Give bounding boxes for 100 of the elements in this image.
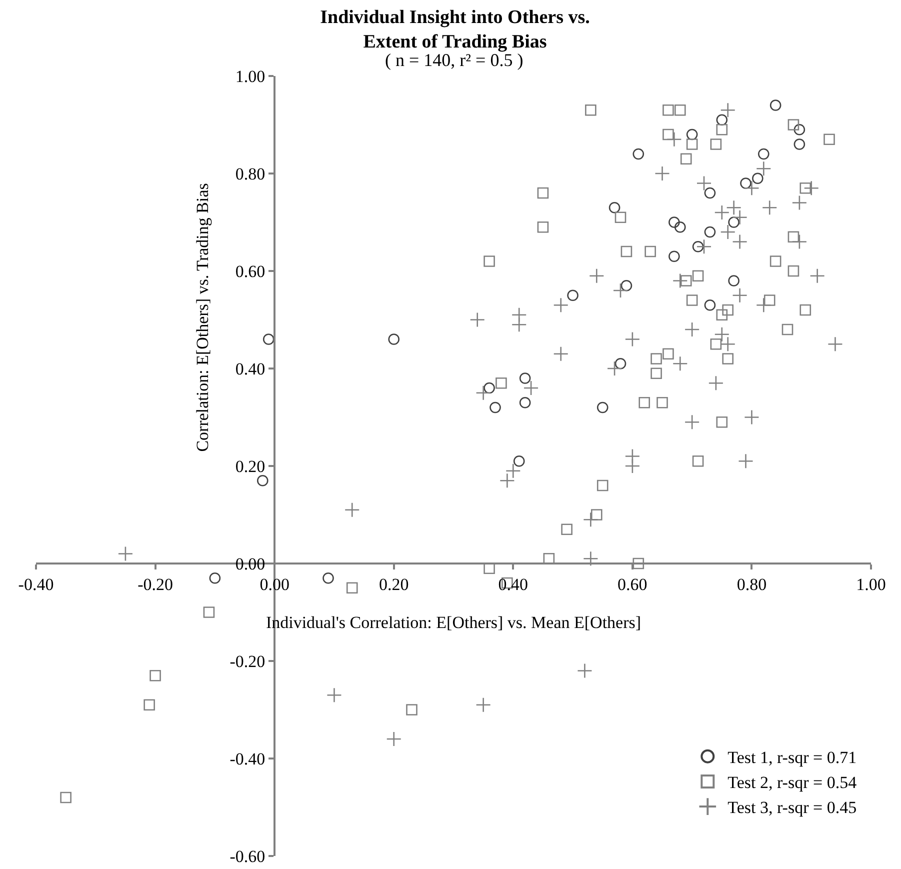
point — [720, 102, 736, 118]
x-tick-label: 0.60 — [618, 574, 648, 594]
point — [476, 697, 491, 713]
point — [728, 216, 740, 228]
legend-label: Test 1, r-sqr = 0.71 — [728, 748, 857, 767]
point — [505, 463, 521, 479]
point — [714, 204, 730, 220]
point — [696, 176, 712, 191]
point — [209, 572, 221, 584]
point — [624, 458, 640, 474]
point — [654, 166, 670, 182]
point — [794, 124, 806, 136]
point — [716, 114, 728, 126]
y-tick-label: -0.40 — [230, 749, 266, 768]
point — [668, 216, 680, 228]
point — [567, 290, 578, 302]
point — [553, 346, 569, 362]
point — [770, 256, 782, 267]
point — [674, 104, 686, 116]
point — [553, 297, 569, 313]
point — [496, 377, 507, 389]
point — [638, 396, 650, 408]
point — [118, 546, 134, 562]
point — [788, 119, 800, 130]
point — [662, 348, 674, 360]
y-tick-label: -0.60 — [230, 846, 266, 866]
point — [150, 670, 161, 682]
point — [684, 322, 700, 338]
point — [346, 582, 358, 594]
point — [662, 104, 674, 116]
point — [588, 268, 604, 284]
point — [490, 402, 501, 414]
point — [770, 100, 782, 111]
point — [322, 572, 334, 584]
point — [722, 353, 734, 364]
point — [686, 138, 698, 150]
point — [666, 132, 682, 148]
x-tick-label: 1.00 — [856, 574, 886, 594]
point — [632, 558, 644, 570]
point — [590, 509, 602, 520]
point — [692, 270, 704, 282]
x-tick-label: 0.80 — [736, 574, 767, 594]
point — [710, 138, 722, 150]
point — [561, 524, 572, 536]
point — [596, 480, 608, 492]
point — [583, 512, 598, 528]
point — [672, 273, 688, 288]
point — [632, 148, 644, 160]
point — [716, 309, 728, 321]
point — [620, 246, 632, 258]
point — [585, 104, 596, 116]
point — [674, 221, 686, 233]
point — [788, 265, 800, 277]
y-axis-title: Correlation: E[Others] vs. Trading Bias — [193, 183, 212, 452]
point — [710, 338, 722, 350]
point — [614, 358, 626, 370]
x-tick-label: 0.00 — [260, 574, 290, 594]
point — [476, 385, 491, 401]
point — [326, 687, 342, 703]
point — [484, 256, 495, 267]
point — [708, 375, 724, 391]
point — [792, 195, 808, 210]
point — [752, 172, 764, 184]
point — [692, 455, 704, 467]
point — [484, 382, 495, 394]
point — [500, 472, 515, 488]
point — [650, 368, 662, 380]
point — [256, 474, 268, 486]
point — [511, 316, 527, 332]
point — [262, 334, 274, 345]
point — [388, 334, 400, 345]
point — [704, 226, 716, 238]
point — [60, 792, 72, 804]
point — [596, 402, 608, 414]
point — [386, 731, 402, 747]
point — [728, 275, 740, 286]
point — [824, 134, 835, 146]
point — [740, 178, 752, 189]
point — [656, 396, 668, 408]
x-tick-label: -0.40 — [18, 574, 54, 594]
x-tick-label: 0.40 — [498, 574, 528, 594]
point — [704, 187, 716, 199]
point — [513, 455, 525, 467]
point — [782, 324, 794, 336]
y-tick-label: 0.20 — [235, 456, 266, 476]
y-tick-label: 0.00 — [235, 554, 266, 574]
point — [720, 224, 736, 240]
point — [756, 160, 772, 176]
point — [606, 360, 622, 376]
point — [672, 356, 688, 372]
point — [744, 410, 760, 425]
legend-label: Test 3, r-sqr = 0.45 — [728, 798, 857, 818]
point — [810, 268, 825, 284]
point — [684, 414, 700, 430]
point — [668, 250, 680, 262]
point — [583, 550, 598, 566]
point — [344, 502, 360, 518]
point — [738, 453, 754, 469]
x-tick-label: 0.20 — [378, 574, 409, 594]
point — [744, 180, 760, 196]
